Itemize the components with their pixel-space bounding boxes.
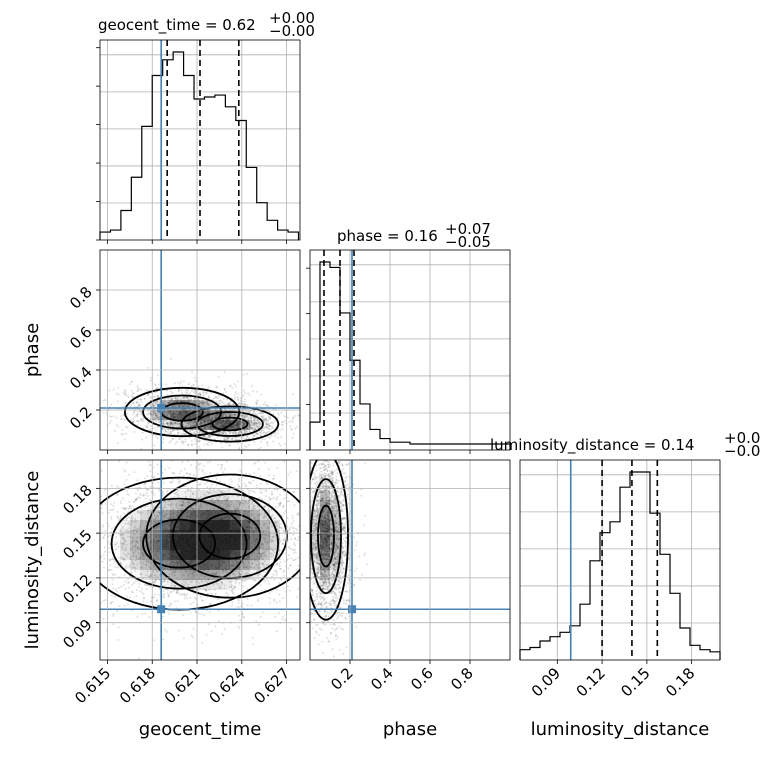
title-upper-error: +0.00 [269, 9, 315, 27]
density-geocent_time-luminosity_distance [100, 460, 300, 660]
histogram-phase [309, 261, 511, 450]
contour [310, 460, 349, 621]
panel-frame [99, 39, 301, 241]
title-phase: phase = 0.16 [337, 227, 438, 245]
title-lower-error: −0.00 [269, 22, 315, 40]
x-tick-label: 0.18 [662, 664, 698, 700]
title-upper-error: +0.07 [445, 220, 491, 238]
density-geocent_time-phase [100, 250, 300, 450]
x-tick-label: 0.618 [116, 664, 159, 707]
panel-frame [309, 459, 511, 661]
title-luminosity_distance: luminosity_distance = 0.14 [490, 436, 694, 455]
y-tick-label: 0.8 [66, 283, 96, 313]
y-tick-label: 0.18 [59, 481, 95, 517]
truth-marker [348, 605, 356, 614]
x-tick-label: 0.615 [71, 664, 114, 707]
grid-layer [100, 40, 720, 660]
x-tick-label: 0.627 [250, 664, 293, 707]
x-tick-label: 0.624 [206, 664, 249, 707]
title-lower-error: −0.02 [724, 442, 760, 460]
x-tick-label: 0.6 [407, 664, 437, 694]
x-tick-label: 0.12 [573, 664, 609, 700]
contour [211, 416, 249, 432]
contour [310, 478, 342, 594]
density-phase-luminosity_distance [310, 460, 510, 660]
y-tick-label: 0.2 [66, 403, 96, 433]
x-tick-label: 0.2 [327, 664, 357, 694]
contour [180, 405, 280, 443]
truth-marker [157, 404, 166, 412]
histogram-geocent_time [99, 51, 300, 240]
panel-frame [309, 249, 511, 451]
x-tick-label: 0.09 [528, 664, 564, 700]
x-axis-label-geocent_time: geocent_time [139, 719, 262, 740]
y-tick-label: 0.6 [66, 323, 96, 353]
y-tick-label: 0.12 [59, 571, 95, 607]
contour [145, 473, 300, 599]
y-tick-label: 0.4 [66, 363, 96, 393]
x-tick-label: 0.4 [367, 664, 397, 694]
marks-layer [99, 40, 721, 660]
panel-frame [519, 459, 721, 661]
labels-layer: geocent_time = 0.62 +0.00−0.00 phase = 0.1… [22, 9, 760, 740]
panel-frame [99, 459, 301, 661]
frames-layer [96, 39, 721, 664]
contour [317, 504, 335, 568]
title-geocent_time: geocent_time = 0.62 [98, 16, 256, 35]
y-tick-label: 0.15 [59, 526, 95, 562]
contour [142, 518, 217, 569]
y-axis-label-luminosity_distance: luminosity_distance [22, 471, 43, 650]
x-tick-label: 0.8 [447, 664, 477, 694]
x-axis-label-luminosity_distance: luminosity_distance [531, 719, 710, 740]
title-upper-error: +0.02 [724, 429, 760, 447]
x-axis-label-phase: phase [383, 719, 437, 740]
truth-marker [157, 605, 166, 614]
contour [198, 512, 262, 560]
title-lower-error: −0.05 [445, 233, 491, 251]
y-axis-label-phase: phase [22, 323, 43, 377]
contour [110, 497, 248, 590]
x-tick-label: 0.621 [161, 664, 204, 707]
histogram-luminosity_distance [519, 471, 721, 660]
x-tick-label: 0.15 [617, 664, 653, 700]
panel-frame [99, 249, 301, 451]
density-layer [100, 250, 510, 660]
y-tick-label: 0.09 [59, 616, 95, 652]
